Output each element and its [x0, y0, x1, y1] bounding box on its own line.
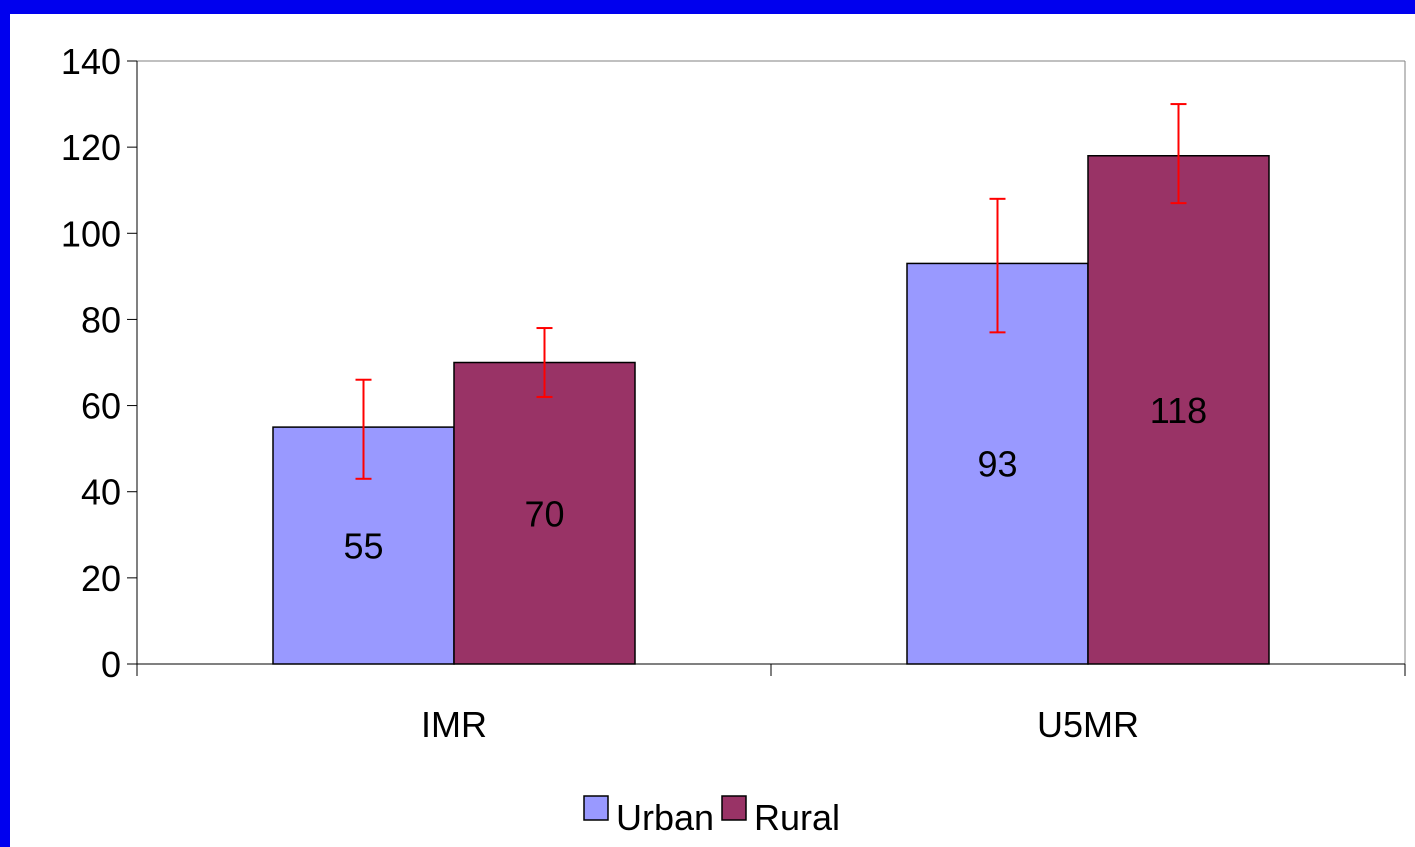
- category-label: IMR: [421, 704, 487, 745]
- bar-rural-imr: [453, 361, 636, 665]
- data-label: 93: [977, 444, 1017, 485]
- error-bars: [355, 103, 1187, 480]
- legend-swatch-urban: [583, 795, 609, 821]
- y-tick-label: 120: [61, 127, 121, 168]
- y-tick-label: 100: [61, 213, 121, 254]
- bars: [272, 155, 1270, 665]
- legend-swatch-rural: [721, 795, 747, 821]
- y-tick-label: 140: [61, 41, 121, 82]
- legend-label-rural: Rural: [754, 797, 840, 838]
- y-tick-label: 80: [81, 299, 121, 340]
- data-label: 118: [1150, 390, 1207, 431]
- data-label: 55: [343, 526, 383, 567]
- x-axis: IMR U5MR: [136, 663, 1406, 745]
- y-tick-label: 20: [81, 558, 121, 599]
- data-label: 70: [524, 493, 564, 534]
- category-label: U5MR: [1037, 704, 1139, 745]
- legend-label-urban: Urban: [616, 797, 714, 838]
- y-tick-label: 0: [101, 644, 121, 685]
- data-labels: 55 70 93 118: [343, 390, 1207, 567]
- y-tick-label: 40: [81, 472, 121, 513]
- legend: Urban Rural: [583, 795, 840, 838]
- y-axis: 0 20 40 60 80 100 120 140: [61, 41, 1406, 685]
- bar-rural-u5mr: [1087, 155, 1270, 665]
- y-tick-label: 60: [81, 386, 121, 427]
